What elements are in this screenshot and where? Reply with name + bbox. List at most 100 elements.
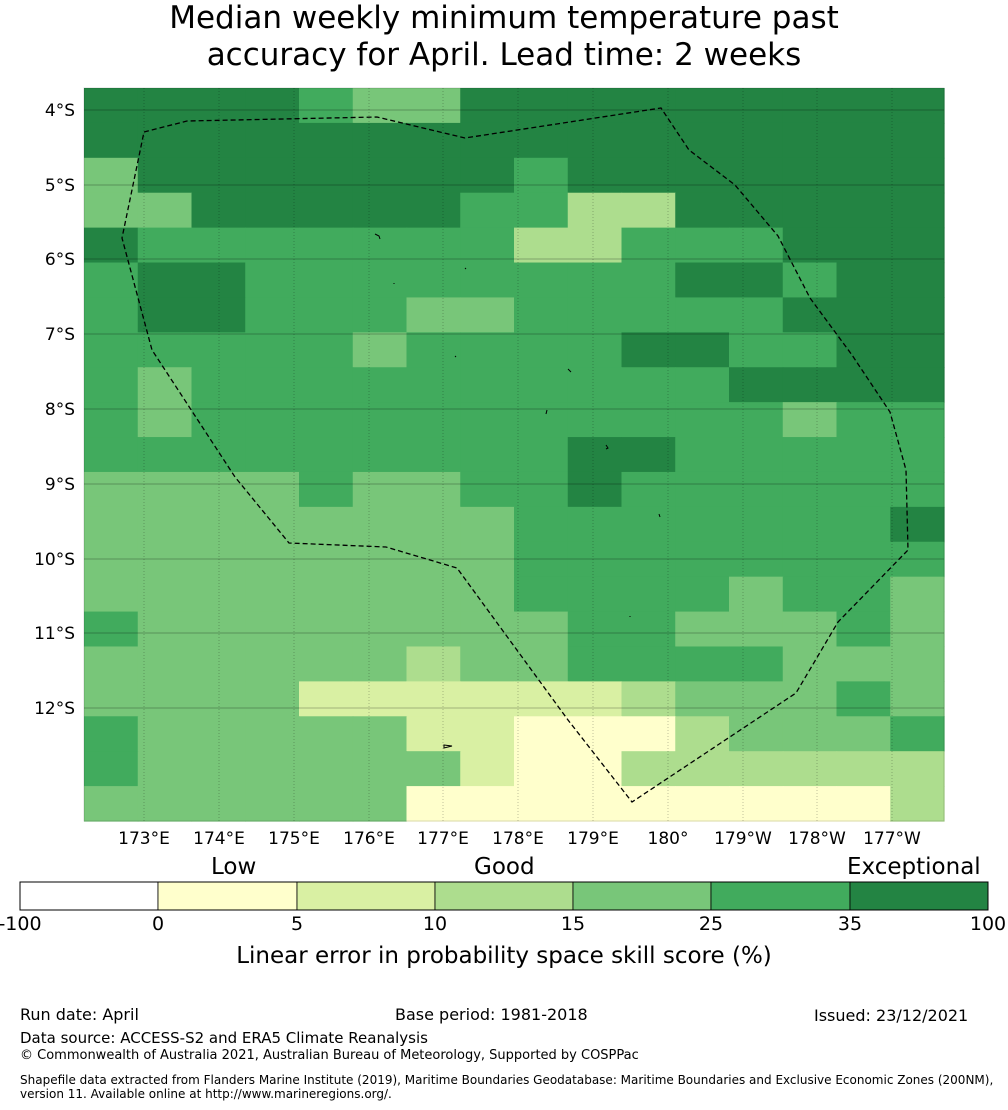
grid-cell [836,157,891,194]
colorbar-segment [572,881,712,911]
grid-cell [460,88,515,124]
grid-cell [729,88,784,124]
grid-cell [782,157,838,194]
grid-cell [621,541,676,578]
grid-cell [406,751,461,787]
colorbar-segment [710,881,851,911]
grid-cell [137,751,193,787]
grid-cell [836,751,891,787]
grid-cell [137,192,193,229]
grid-cell [299,646,354,682]
grid-cell [782,506,838,543]
grid-cell [890,297,945,333]
grid-cell [137,506,193,543]
grid-cell [567,506,623,543]
grid-cell [514,157,569,194]
grid-cell [191,611,246,648]
grid-cell [460,192,515,229]
grid-cell [836,437,891,473]
grid-cell [729,506,784,543]
grid-cell [890,646,945,682]
grid-cell [782,541,838,578]
grid-cell [621,681,676,717]
colorbar-category-low: Low [211,854,257,880]
grid-cell [621,122,676,159]
grid-cell [84,506,139,543]
grid-cell [299,262,354,299]
grid-cell [352,192,408,229]
map-title-line-1: Median weekly minimum temperature past [169,0,839,36]
grid-cell [890,506,945,543]
latitude-label: 7°S [45,325,75,345]
grid-cell [299,786,354,822]
grid-cell [836,227,891,264]
grid-cell [84,576,139,613]
grid-cell [890,122,945,159]
colorbar-segment [157,881,298,911]
grid-cell [137,297,193,333]
grid-cell [191,192,246,229]
grid-cell [675,611,730,648]
grid-cell [299,471,354,508]
longitude-label: 177°E [417,829,469,849]
colorbar-tick: 0 [151,913,165,935]
grid-cell [729,751,784,787]
grid-cell [84,297,139,333]
colorbar-tick: -100 [0,913,42,935]
colorbar-tick: 5 [290,913,304,935]
latitude-label: 10°S [34,550,75,570]
eez-boundary [121,107,909,803]
longitude-label: 178°E [492,829,544,849]
grid-cell [137,576,193,613]
longitude-label: 173°E [118,829,170,849]
grid-cell [567,471,623,508]
grid-cell [406,716,461,752]
grid-cell [729,611,784,648]
latitude-labels: 4°S 5°S 6°S 7°S 8°S 9°S 10°S 11°S 12°S [34,101,75,719]
grid-cell [782,332,838,368]
grid-cell [406,681,461,717]
grid-cell [406,402,461,438]
grid-cell [729,157,784,194]
grid-cell [675,402,730,438]
grid-cell [567,262,623,299]
grid-cell [352,332,408,368]
grid-cell [245,541,300,578]
grid-cell [245,227,300,264]
latitude-label: 8°S [45,400,75,420]
grid-cell [782,716,838,752]
grid-cell [84,437,139,473]
grid-cell [890,437,945,473]
grid-cell [191,297,246,333]
grid-cell [84,157,139,194]
grid-cell [567,681,623,717]
grid-cell [406,437,461,473]
grid-cell [460,262,515,299]
grid-cell [621,437,676,473]
grid-cell [352,576,408,613]
grid-cell [245,576,300,613]
grid-cell [191,506,246,543]
grid-cell [84,402,139,438]
grid-cell [137,681,193,717]
grid-cell [621,262,676,299]
grid-cell [890,88,945,124]
grid-cell [621,751,676,787]
grid-cell [675,751,730,787]
grid-cell [729,227,784,264]
grid-cell [299,681,354,717]
grid-cell [245,332,300,368]
colorbar-segment [849,881,989,911]
grid-cell [675,88,730,124]
grid-cell [137,541,193,578]
grid-cell [836,402,891,438]
grid-cell [729,297,784,333]
grid-cell [514,611,569,648]
grid-cell [406,297,461,333]
grid-cell [299,122,354,159]
grid-cell [137,786,193,822]
latitude-label: 4°S [45,101,75,121]
grid-cell [352,262,408,299]
grid-cell [836,611,891,648]
grid-cell [191,576,246,613]
